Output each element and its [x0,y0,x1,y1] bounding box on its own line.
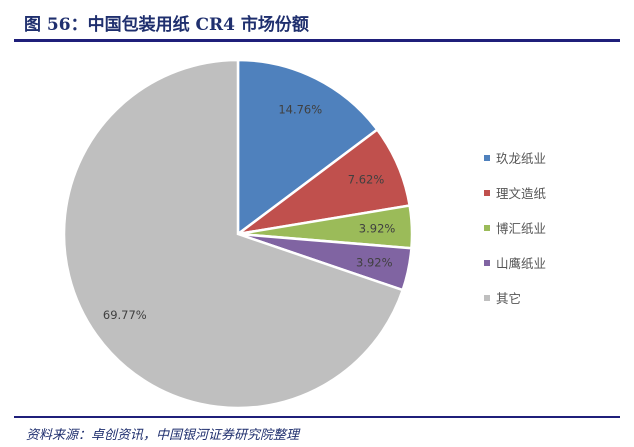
pie-slice-0 [236,58,379,237]
legend-swatch [484,189,490,196]
source-note: 资料来源：卓创资讯，中国银河证券研究院整理 [26,428,300,443]
pie-slice-4 [62,58,405,410]
legend-label: 玖龙纸业 [496,151,547,166]
legend: 玖龙纸业理文造纸博汇纸业山鹰纸业其它 [484,140,546,315]
legend-swatch [484,154,490,161]
legend-item: 理文造纸 [484,175,546,210]
legend-label: 博汇纸业 [496,221,547,236]
legend-swatch [484,224,490,231]
legend-item: 其它 [484,280,546,315]
legend-label: 其它 [496,291,522,306]
data-label-2: 3.92% [359,221,396,235]
legend-swatch [484,259,490,266]
data-label-1: 7.62% [348,172,385,186]
figure-title: 图 56：中国包装用纸 CR4 市场份额 [24,15,309,35]
legend-label: 理文造纸 [496,186,547,201]
legend-item: 博汇纸业 [484,210,546,245]
legend-item: 玖龙纸业 [484,140,546,175]
legend-label: 山鹰纸业 [496,256,547,271]
data-label-3: 3.92% [356,255,393,269]
bottom-rule [14,416,620,418]
data-label-4: 69.77% [103,308,147,322]
legend-item: 山鹰纸业 [484,245,546,280]
data-label-0: 14.76% [278,103,322,117]
legend-swatch [484,294,490,301]
title-rule [14,39,620,42]
